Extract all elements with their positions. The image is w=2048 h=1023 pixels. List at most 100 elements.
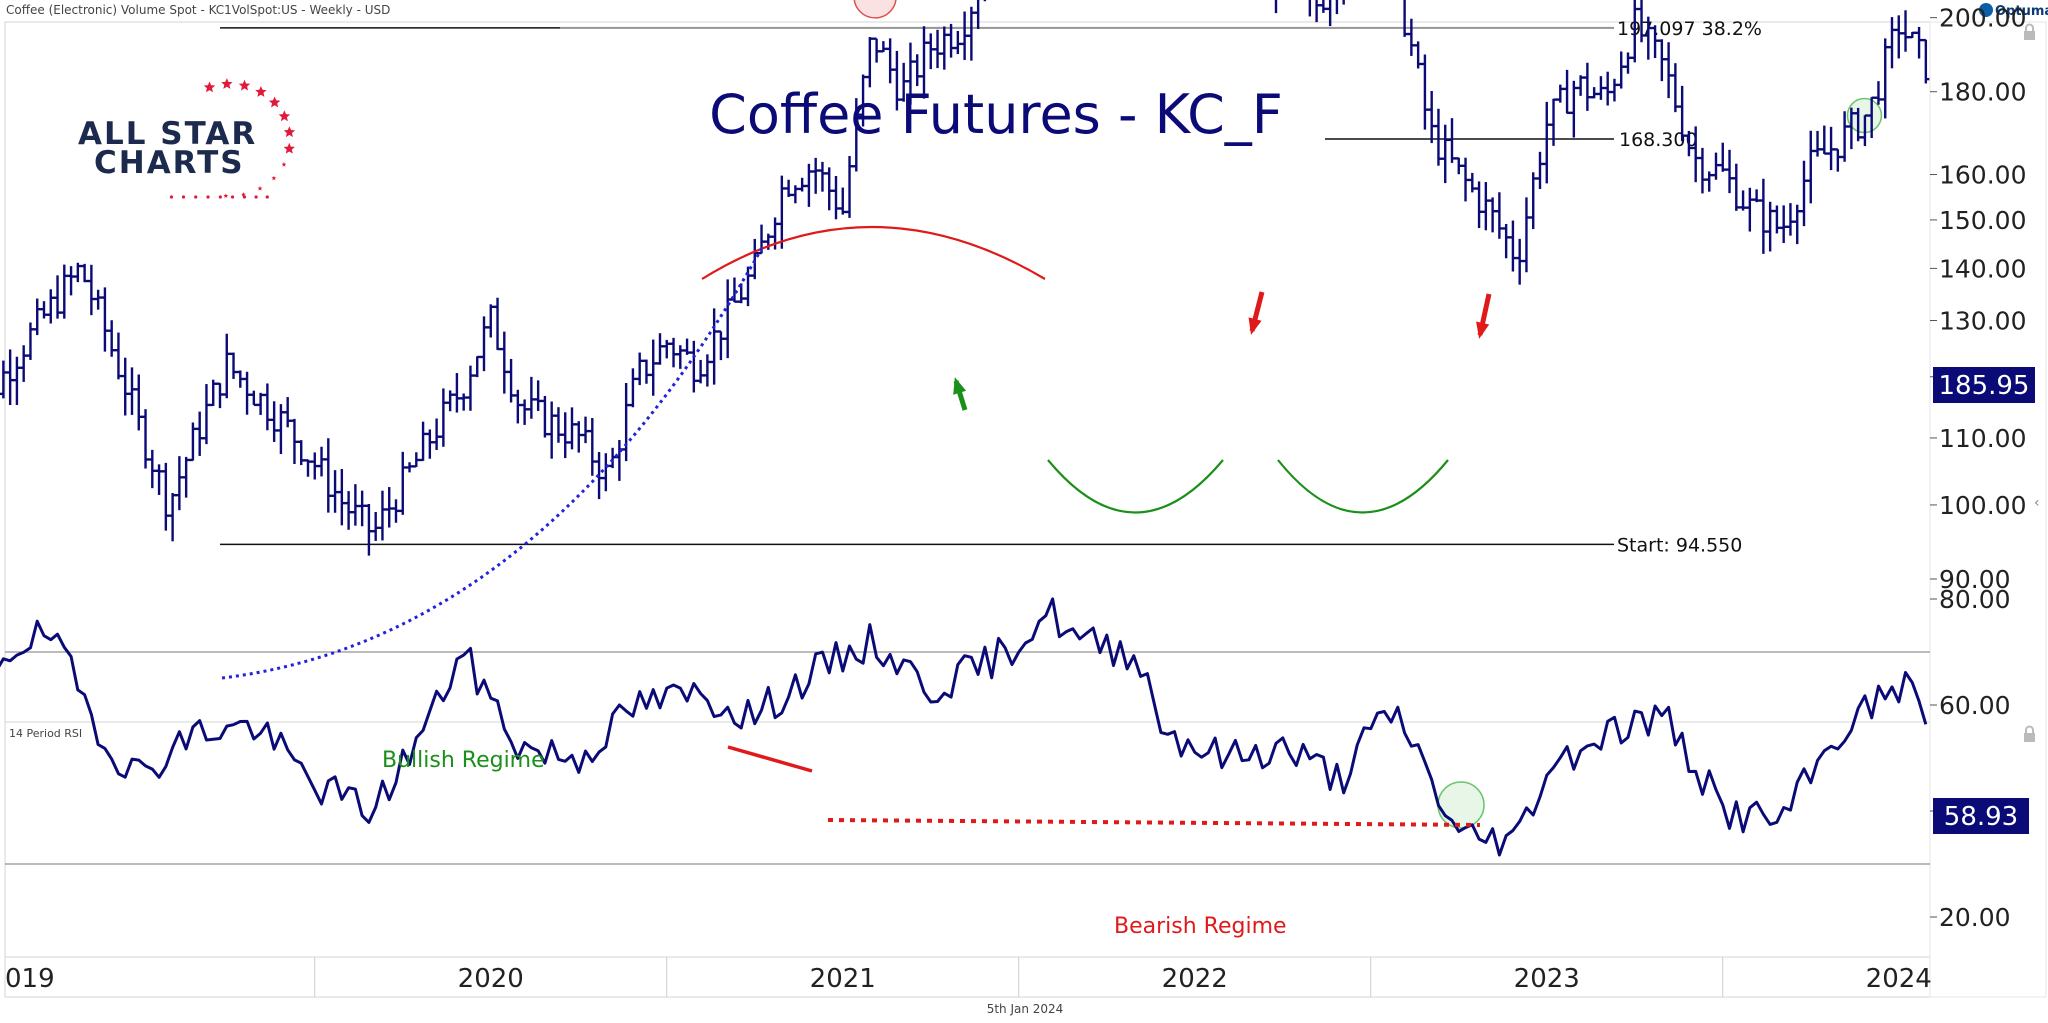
price-bar <box>47 289 55 324</box>
price-bar <box>791 185 799 204</box>
price-bar <box>406 462 414 473</box>
price-bar <box>947 23 955 58</box>
price-bar <box>1407 18 1415 56</box>
price-bar <box>1315 0 1321 23</box>
instrument-header: Coffee (Electronic) Volume Spot - KC1Vol… <box>6 3 390 17</box>
price-bar <box>142 409 150 469</box>
price-bar <box>1827 126 1835 171</box>
price-bar <box>1665 42 1673 99</box>
price-bar <box>961 11 969 60</box>
price-bar <box>20 345 28 382</box>
all-star-charts-logo: ALL STAR CHARTS <box>78 78 296 199</box>
price-bar <box>575 421 583 453</box>
price-bar <box>1820 125 1828 155</box>
lock-icon[interactable] <box>2024 23 2035 41</box>
price-bar <box>1705 171 1713 192</box>
price-bar <box>1854 107 1862 142</box>
price-bar <box>1874 81 1882 105</box>
collapse-icon[interactable]: ‹ <box>2034 495 2040 511</box>
price-bar <box>852 98 860 172</box>
logo-dot-icon <box>242 195 247 199</box>
price-bar <box>1610 78 1618 102</box>
price-bar <box>13 356 21 405</box>
price-bar <box>1841 111 1849 162</box>
x-tick-label: 2023 <box>1514 964 1580 994</box>
price-bar <box>277 404 285 455</box>
logo-star-icon <box>278 110 291 122</box>
price-bar <box>1495 192 1503 239</box>
price-bar <box>1590 87 1598 99</box>
price-bar <box>900 62 908 102</box>
price-bar <box>717 330 725 361</box>
level-label-168: 168.300 <box>1619 129 1698 151</box>
level-label-start: Start: 94.550 <box>1617 534 1742 556</box>
price-bar <box>230 352 238 379</box>
price-bar <box>1556 84 1564 103</box>
price-bar <box>87 264 95 316</box>
logo-star-icon <box>255 86 267 97</box>
price-bar <box>419 421 427 462</box>
level-label-fib: 197.097 38.2% <box>1617 18 1762 40</box>
price-bar <box>426 429 434 459</box>
logo-star-icon <box>238 79 251 91</box>
price-bar <box>1692 126 1700 183</box>
price-bar <box>108 320 116 357</box>
price-bar <box>500 331 508 394</box>
price-bar <box>1739 190 1747 211</box>
price-bar <box>155 464 163 495</box>
price-bar <box>1583 62 1591 111</box>
price-bar <box>967 6 975 61</box>
price-bar <box>121 357 129 416</box>
price-bar <box>358 490 366 527</box>
price-bar <box>385 487 393 528</box>
price-bar <box>812 157 820 194</box>
price-bar <box>1529 172 1537 230</box>
rsi-line <box>0 597 1928 857</box>
price-bar <box>162 462 170 531</box>
price-bar <box>128 367 136 415</box>
price-bar <box>839 187 847 215</box>
price-bar <box>974 0 982 30</box>
logo-star-icon <box>268 96 281 108</box>
price-bar <box>649 339 657 396</box>
price-bar <box>751 238 759 280</box>
red-arrow-down-icon <box>1476 293 1492 339</box>
price-bar <box>1428 91 1436 144</box>
price-bar <box>1308 0 1312 17</box>
price-bar <box>148 449 156 489</box>
price-bar <box>825 167 833 211</box>
cup-arc-1 <box>1047 459 1224 514</box>
price-bar <box>1403 0 1409 37</box>
logo-dot-icon <box>206 195 210 199</box>
price-bar <box>1570 80 1578 138</box>
price-bar <box>1915 26 1923 59</box>
price-bar <box>1780 205 1788 244</box>
price-bar <box>818 161 826 192</box>
price-bar <box>1563 69 1571 115</box>
price-bar <box>1800 160 1808 227</box>
price-bar <box>223 333 231 399</box>
rsi-divergence-line <box>727 745 813 773</box>
price-bar <box>101 287 109 352</box>
price-bar <box>541 395 549 438</box>
price-bar <box>196 411 204 456</box>
price-bar <box>744 266 752 307</box>
price-bar <box>189 422 197 462</box>
price-bar <box>663 339 671 359</box>
price-bar <box>981 0 987 2</box>
price-bar <box>1759 178 1767 254</box>
price-bar <box>622 382 630 462</box>
price-bar <box>514 389 522 424</box>
price-bar <box>1766 201 1774 252</box>
price-bar <box>724 279 732 359</box>
price-bar <box>1434 108 1442 166</box>
price-bar <box>683 338 691 355</box>
price-bar <box>866 37 874 88</box>
rsi-y-tick-label: 60.00 <box>1939 691 2011 720</box>
price-bar <box>1786 203 1794 236</box>
price-bar <box>798 177 806 192</box>
price-bar <box>676 345 684 369</box>
lock-icon[interactable] <box>2024 725 2035 742</box>
price-bar <box>74 262 82 283</box>
